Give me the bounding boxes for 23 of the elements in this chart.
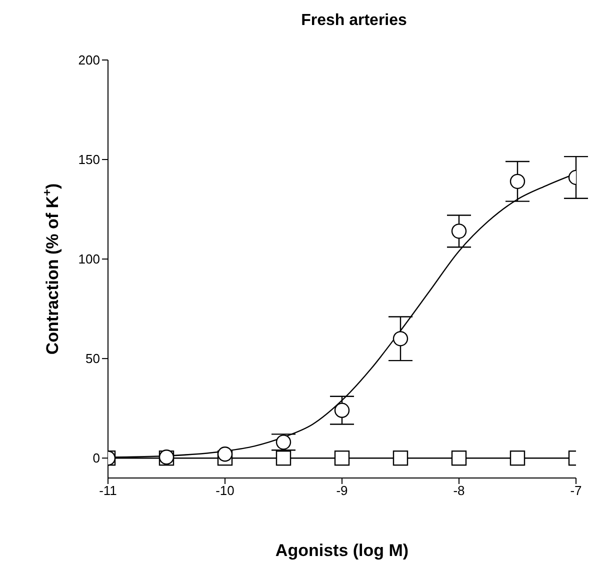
y-tick-label: 100 bbox=[78, 252, 100, 267]
point bbox=[217, 446, 233, 462]
x-tick-label: -9 bbox=[336, 483, 348, 498]
point bbox=[451, 224, 467, 239]
point bbox=[392, 331, 408, 346]
point bbox=[451, 450, 467, 466]
point bbox=[276, 434, 292, 450]
point bbox=[334, 450, 350, 466]
point bbox=[276, 450, 292, 466]
chart-title: Fresh arteries bbox=[300, 11, 408, 31]
y-tick-label: 150 bbox=[78, 152, 100, 168]
point bbox=[334, 402, 350, 418]
y-tick-label: 50 bbox=[86, 351, 100, 366]
y-tick-label: 0 bbox=[92, 450, 100, 466]
point bbox=[510, 174, 526, 190]
x-tick-label: -11 bbox=[99, 483, 117, 498]
x-tick-label: -10 bbox=[216, 483, 234, 498]
point bbox=[392, 450, 408, 466]
x-axis-title: Agonists (log M) bbox=[275, 541, 409, 560]
x-tick-label: -8 bbox=[453, 483, 465, 498]
x-tick-label: -7 bbox=[570, 483, 582, 498]
point bbox=[510, 450, 526, 466]
y-tick-label: 200 bbox=[78, 52, 100, 68]
